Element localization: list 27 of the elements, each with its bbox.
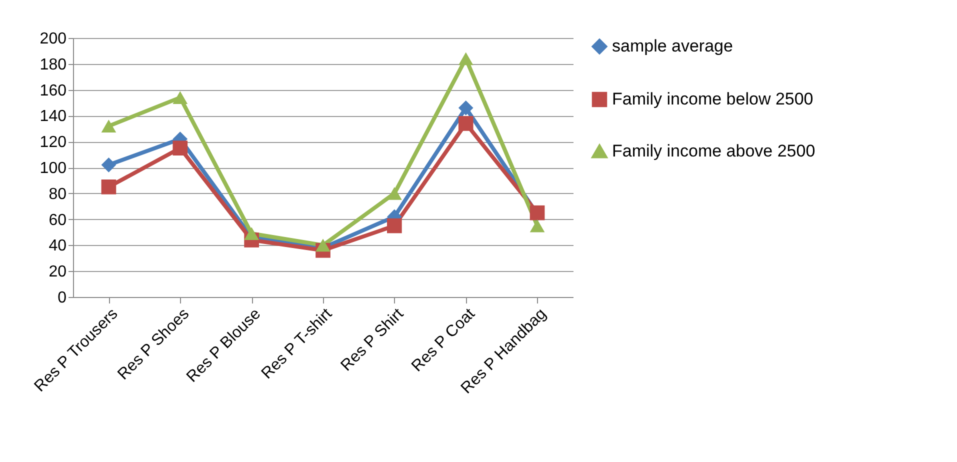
point	[101, 180, 116, 194]
legend-label: Family income below 2500	[612, 90, 814, 108]
point	[172, 140, 188, 156]
y-tick-label: 180	[40, 56, 67, 74]
point	[530, 219, 545, 232]
y-tick-label: 40	[48, 238, 67, 255]
point	[458, 116, 474, 131]
y-tick-label: 100	[40, 160, 67, 177]
y-tick-label: 200	[40, 30, 67, 48]
point	[387, 218, 402, 234]
y-tick-label: 60	[48, 212, 67, 229]
y-tick-label: 120	[40, 134, 67, 152]
point	[458, 100, 474, 116]
y-tick-label: 20	[48, 264, 67, 281]
y-tick-label: 160	[40, 82, 67, 100]
point	[458, 52, 474, 66]
point	[244, 227, 259, 240]
legend-label: Family income above 2500	[612, 142, 816, 160]
point	[101, 120, 116, 132]
y-tick-label: 80	[48, 186, 67, 203]
point	[316, 238, 330, 252]
point	[387, 186, 402, 200]
y-tick-label: 0	[58, 290, 67, 306]
legend-label: sample average	[612, 36, 733, 56]
point	[101, 157, 116, 172]
point	[172, 91, 188, 104]
y-tick-label: 140	[40, 108, 67, 126]
